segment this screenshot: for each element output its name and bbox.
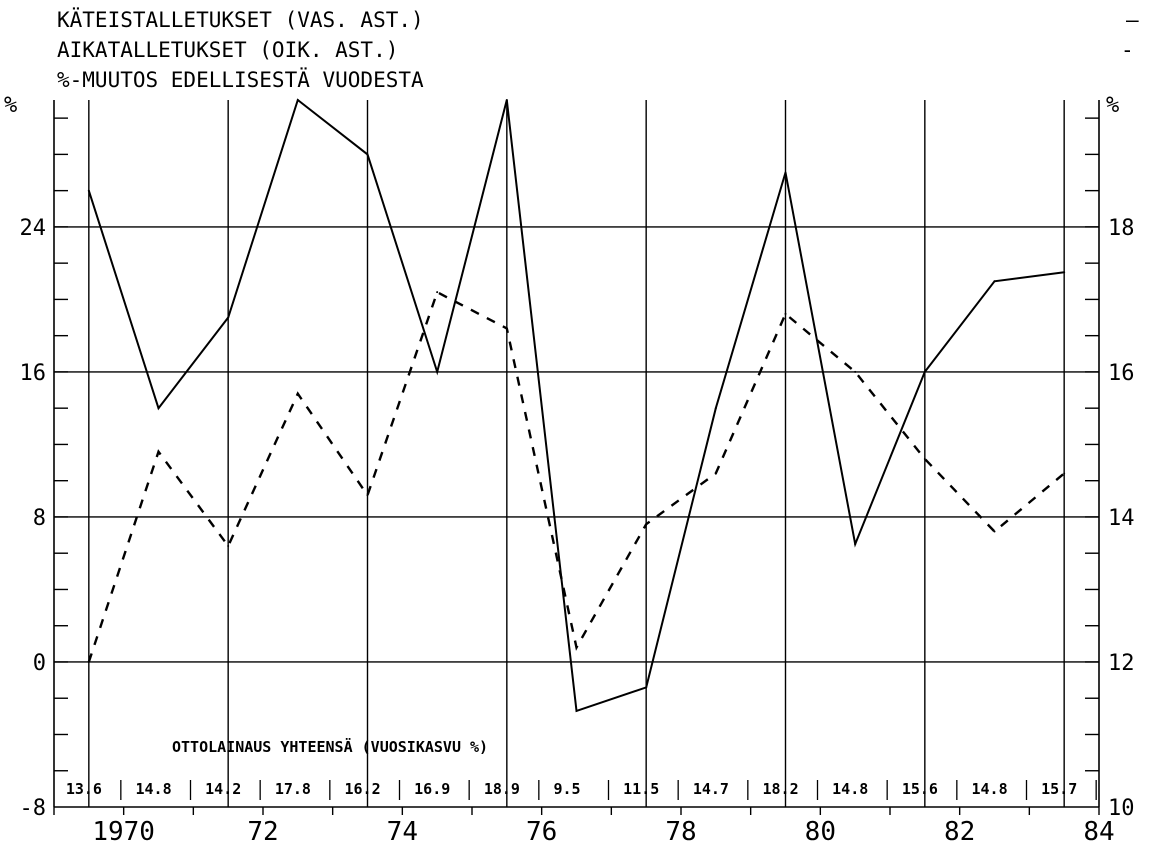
- right-axis-unit-label: %: [1106, 93, 1119, 118]
- plot-frame: [53, 100, 1100, 808]
- right-tick-label-3: 16: [1108, 361, 1135, 386]
- x-tick-label-0: 1970: [92, 817, 155, 845]
- loan-label-8: 11.5: [623, 780, 659, 798]
- series-point-dashed: [923, 457, 926, 460]
- series-lines: [87, 98, 1066, 713]
- loan-labels: 13.6 14.8 14.2 17.8 16.2 16.9 18.9 9.5 11.5 14.7 1…: [66, 780, 1097, 800]
- series-point-solid: [1063, 271, 1066, 274]
- loan-label-6: 18.9: [484, 780, 520, 798]
- series-point-dashed: [714, 472, 717, 475]
- series-point-dashed: [227, 544, 230, 547]
- loan-label-13: 14.8: [972, 780, 1008, 798]
- loan-label-14: 15.7: [1041, 780, 1077, 798]
- series-point-solid: [784, 171, 787, 174]
- series-point-solid: [575, 709, 578, 712]
- series-point-dashed: [645, 523, 648, 526]
- left-axis-unit-label: %: [4, 93, 17, 118]
- right-tick-label-4: 18: [1108, 216, 1135, 241]
- left-tick-label-4: 24: [20, 216, 47, 241]
- series-line-solid: [87, 98, 1065, 713]
- loan-label-1: 14.8: [136, 780, 172, 798]
- series-point-dashed: [366, 494, 369, 497]
- chart-titles: KÄTEISTALLETUKSET (VAS. AST.) AIKATALLET…: [57, 7, 1149, 92]
- series-point-solid: [87, 189, 90, 192]
- loan-label-12: 15.6: [902, 780, 938, 798]
- series-point-dashed: [157, 450, 160, 453]
- right-tick-label-1: 12: [1108, 651, 1135, 676]
- legend-dashed-symbol: - -: [1121, 38, 1149, 62]
- chart-title-line-3: %-MUUTOS EDELLISESTÄ VUODESTA: [57, 67, 424, 92]
- chart-title-line-2: AIKATALLETUKSET (OIK. AST.): [57, 38, 398, 62]
- x-tick-label-6: 82: [944, 817, 975, 845]
- loan-label-7: 9.5: [554, 780, 581, 798]
- loan-label-4: 16.2: [345, 780, 381, 798]
- series-point-solid: [505, 99, 508, 101]
- loan-label-2: 14.2: [205, 780, 241, 798]
- loan-label-5: 16.9: [414, 780, 450, 798]
- x-tick-label-3: 76: [526, 817, 557, 845]
- axis-labels: % % -8 0 8 16 24 10 12 14 16 18 1970 72 74 76 78 80 82 84: [4, 93, 1135, 845]
- series-point-solid: [923, 370, 926, 373]
- series-point-solid: [436, 370, 439, 373]
- series-point-solid: [714, 407, 717, 410]
- series-point-dashed: [575, 646, 578, 649]
- series-point-dashed: [436, 291, 439, 294]
- x-tick-label-4: 78: [665, 817, 696, 845]
- grid: [54, 100, 1099, 807]
- right-tick-label-0: 10: [1108, 796, 1135, 821]
- right-tick-label-2: 14: [1108, 506, 1135, 531]
- series-line-dashed: [87, 290, 1065, 663]
- series-point-solid: [296, 99, 299, 101]
- x-tick-label-2: 74: [387, 817, 418, 845]
- series-point-dashed: [854, 370, 857, 373]
- axis-ticks: [53, 117, 1100, 815]
- left-tick-label-1: 0: [33, 651, 46, 676]
- legend-solid-symbol: —: [1126, 8, 1139, 32]
- loan-annotation: OTTOLAINAUS YHTEENSÄ (VUOSIKASVU %): [172, 737, 488, 756]
- chart-title-line-1: KÄTEISTALLETUKSET (VAS. AST.): [57, 7, 424, 32]
- series-point-dashed: [1063, 472, 1066, 475]
- loan-label-11: 14.8: [832, 780, 868, 798]
- x-tick-label-5: 80: [805, 817, 836, 845]
- series-point-dashed: [296, 392, 299, 395]
- series-point-solid: [993, 280, 996, 283]
- series-point-dashed: [505, 327, 508, 330]
- x-tick-label-1: 72: [247, 817, 278, 845]
- loan-annotation-text: OTTOLAINAUS YHTEENSÄ (VUOSIKASVU %): [172, 737, 488, 756]
- loan-label-0: 13.6: [66, 780, 102, 798]
- left-tick-label-2: 8: [33, 506, 46, 531]
- left-tick-label-3: 16: [20, 361, 47, 386]
- series-point-dashed: [993, 530, 996, 533]
- series-point-solid: [366, 153, 369, 156]
- loan-label-9: 14.7: [693, 780, 729, 798]
- x-tick-label-7: 84: [1083, 817, 1114, 845]
- left-tick-label-0: -8: [20, 796, 47, 821]
- loan-label-10: 18.2: [763, 780, 799, 798]
- loan-label-3: 17.8: [275, 780, 311, 798]
- series-point-solid: [227, 316, 230, 319]
- series-point-solid: [157, 407, 160, 410]
- series-point-solid: [645, 686, 648, 689]
- series-point-solid: [854, 543, 857, 546]
- series-point-dashed: [784, 312, 787, 315]
- series-point-dashed: [87, 660, 90, 663]
